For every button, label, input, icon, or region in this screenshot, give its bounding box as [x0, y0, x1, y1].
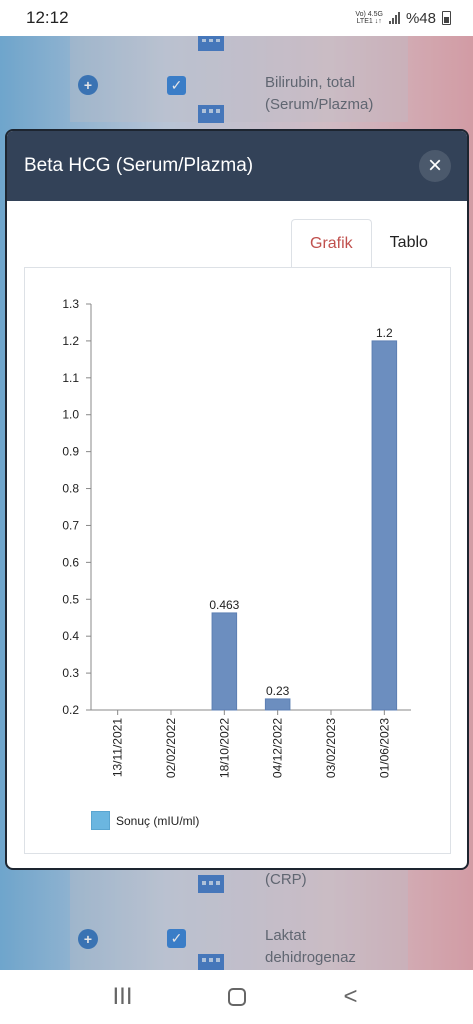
status-bar: 12:12 Vo) 4.5G LTE1 ↓↑ %48 [0, 0, 473, 36]
y-tick-label: 0.4 [62, 629, 79, 643]
add-button[interactable]: + [78, 929, 98, 949]
building-icon [198, 105, 224, 123]
data-label: 0.463 [209, 598, 239, 612]
background-card [70, 36, 408, 122]
building-icon [198, 954, 224, 970]
bar-chart: 0.2 0.3 0.4 0.5 0.6 0.7 0.8 0.9 1.0 1.1 1.2 1.3 13/1… [62, 297, 411, 778]
x-tick-label: 03/02/2023 [324, 718, 338, 778]
y-tick-label: 1.3 [62, 297, 79, 311]
y-tick-label: 1.2 [62, 334, 79, 348]
y-tick-label: 0.8 [62, 482, 79, 496]
y-tick-label: 0.5 [62, 592, 79, 606]
chart-legend[interactable]: Sonuç (mIU/ml) [91, 811, 199, 830]
row-label-crp: (CRP) [265, 871, 307, 888]
chart-modal: Beta HCG (Serum/Plazma) × Grafik Tablo 0… [5, 129, 469, 870]
network-indicator: Vo) 4.5G LTE1 ↓↑ [355, 11, 383, 25]
data-label: 0.23 [266, 684, 290, 698]
status-time: 12:12 [26, 8, 69, 27]
network-bottom: LTE1 ↓↑ [356, 18, 382, 25]
network-top: Vo) 4.5G [355, 11, 383, 18]
battery-icon [442, 11, 451, 25]
y-tick-label: 0.7 [62, 518, 79, 532]
close-icon: × [427, 152, 442, 179]
x-tick-label: 13/11/2021 [111, 718, 125, 777]
add-button[interactable]: + [78, 75, 98, 95]
home-button[interactable] [227, 988, 246, 1006]
close-button[interactable]: × [419, 150, 451, 182]
background-card [70, 870, 408, 970]
checkbox-bilirubin[interactable]: ✓ [167, 76, 186, 95]
back-button[interactable]: < [343, 983, 358, 1010]
bar [211, 612, 238, 711]
data-label: 1.2 [376, 326, 393, 340]
view-tabs: Grafik Tablo [291, 219, 446, 267]
x-tick-label: 04/12/2022 [271, 718, 285, 778]
x-tick-label: 18/10/2022 [217, 718, 231, 778]
legend-swatch [91, 811, 110, 830]
chart-panel: 0.2 0.3 0.4 0.5 0.6 0.7 0.8 0.9 1.0 1.1 1.2 1.3 13/1… [24, 267, 451, 854]
bar [371, 340, 398, 711]
tab-grafik[interactable]: Grafik [291, 219, 372, 267]
y-tick-label: 0.2 [62, 703, 79, 717]
modal-header: Beta HCG (Serum/Plazma) × [7, 131, 467, 201]
x-tick-label: 01/06/2023 [377, 718, 391, 778]
row-label-laktat: Laktat dehidrogenaz [265, 927, 356, 966]
signal-icon [388, 12, 400, 24]
building-icon [198, 36, 224, 51]
status-indicators: Vo) 4.5G LTE1 ↓↑ %48 [355, 10, 451, 27]
y-tick-label: 1.1 [62, 371, 79, 385]
modal-title: Beta HCG (Serum/Plazma) [24, 155, 254, 176]
y-tick-label: 0.3 [62, 666, 79, 680]
y-tick-label: 1.0 [62, 408, 79, 422]
navigation-bar: III < [0, 970, 473, 1024]
recents-button[interactable]: III [112, 983, 133, 1010]
y-tick-label: 0.6 [62, 555, 79, 569]
building-icon [198, 875, 224, 893]
row-label-bilirubin: Bilirubin, total (Serum/Plazma) [265, 74, 374, 113]
x-tick-label: 02/02/2022 [164, 718, 178, 778]
y-tick-label: 0.9 [62, 445, 79, 459]
bar [264, 698, 291, 711]
checkbox-laktat[interactable]: ✓ [167, 929, 186, 948]
battery-percent: %48 [405, 9, 436, 27]
legend-label: Sonuç (mIU/ml) [116, 813, 200, 828]
tab-tablo[interactable]: Tablo [389, 234, 428, 251]
